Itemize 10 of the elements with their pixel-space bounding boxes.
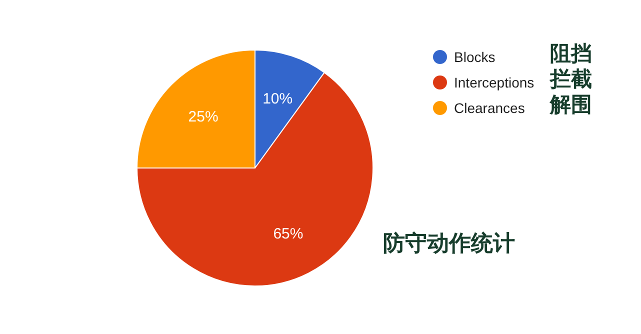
text: 防守动作统计 [383,230,515,257]
text: 拦截 [549,66,592,91]
text: 解围 [549,91,592,116]
text: 阻挡 [550,40,592,66]
legend-label: Blocks [454,48,496,65]
data-label: 65% [273,225,304,242]
data-label: 25% [188,108,218,126]
legend-label: Clearances [454,100,525,116]
data-label: 10% [262,90,293,108]
legend-label: Interceptions [454,74,534,90]
